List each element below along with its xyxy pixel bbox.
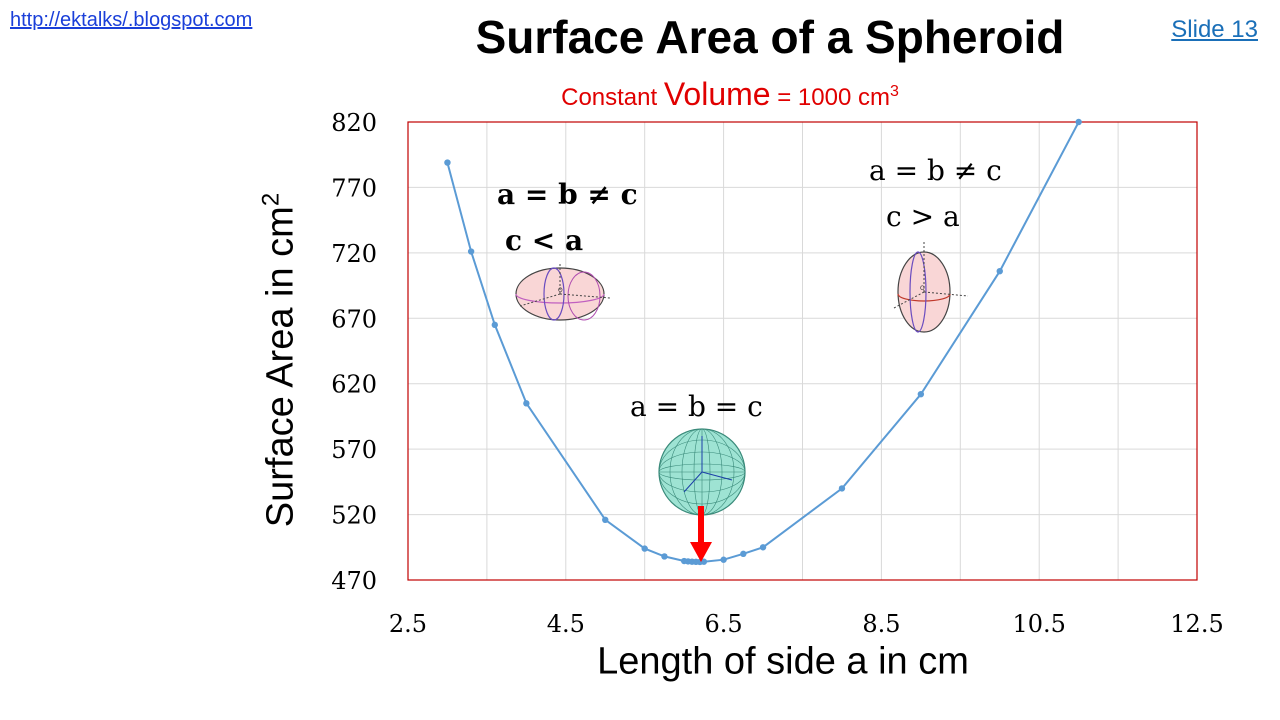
sphere-icon [658,428,746,516]
x-axis-ticks: 2.5 4.5 6.5 8.5 10.5 12.5 [389,610,1224,638]
data-point [467,248,475,255]
subtitle-volume-word: Volume [663,76,771,112]
y-tick-label: 720 [331,240,377,268]
y-tick-label: 670 [331,305,377,333]
prolate-annotation-line1: a = b ≠ c [869,154,1002,187]
y-axis-label: Surface Area in cm2 [257,192,302,528]
y-axis-ticks: 470 520 570 620 670 720 770 820 [331,109,377,595]
prolate-spheroid-icon: O [893,242,969,333]
sphere-annotation: a = b = c [630,390,763,423]
y-tick-label: 620 [331,371,377,399]
x-tick-label: 8.5 [862,610,900,638]
svg-text:O: O [558,287,563,294]
subtitle-suffix: = 1000 cm [770,84,890,111]
subtitle-prefix: Constant [561,84,664,111]
data-point [523,400,530,407]
data-point [1075,118,1082,126]
data-point [917,390,925,398]
data-point [661,553,668,560]
data-point [491,321,498,329]
slide-subtitle: Constant Volume = 1000 cm3 [380,76,1080,113]
oblate-annotation-line1: a = b ≠ c [497,178,638,211]
x-tick-label: 4.5 [547,610,585,638]
x-axis-label: Length of side a in cm [597,640,969,683]
x-tick-label: 2.5 [389,610,427,638]
data-point [641,545,648,552]
y-tick-label: 770 [331,174,377,202]
data-point [759,544,767,551]
data-point [838,485,846,492]
data-point [602,516,609,524]
y-tick-label: 470 [331,567,377,595]
data-point [720,556,727,563]
subtitle-superscript: 3 [889,83,899,100]
oblate-annotation-line2: c < a [505,224,584,257]
prolate-annotation-line2: c > a [886,200,960,233]
x-tick-label: 10.5 [1012,610,1065,638]
x-tick-label: 6.5 [705,610,743,638]
oblate-spheroid-icon: O [515,264,611,321]
data-point [996,267,1003,275]
x-tick-label: 12.5 [1170,610,1223,638]
slide-title: Surface Area of a Spheroid [475,11,1065,63]
data-point [700,558,708,565]
y-tick-label: 820 [331,109,377,137]
data-point [444,159,451,166]
y-tick-label: 570 [331,436,377,464]
plot-area-frame [407,121,1198,581]
slide-number-link[interactable]: Slide 13 [1171,16,1258,43]
blog-link[interactable]: http://ektalks/.blogspot.com [10,9,253,31]
red-down-arrow-icon [690,506,712,562]
svg-text:O: O [920,285,925,292]
y-tick-label: 520 [331,502,377,530]
data-point [740,550,747,558]
series-points [444,118,1082,566]
